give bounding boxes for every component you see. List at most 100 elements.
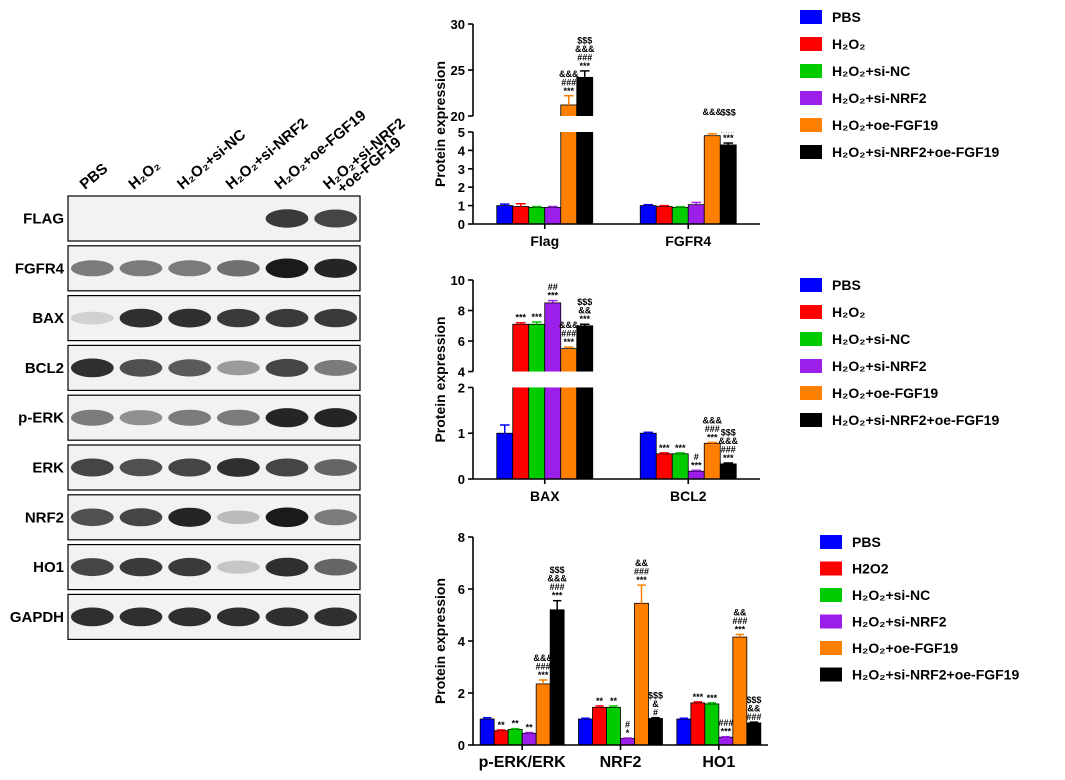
blot-band xyxy=(265,507,309,528)
bar xyxy=(676,718,692,746)
legend-label: H₂O₂+si-NC xyxy=(832,331,910,347)
blot-band xyxy=(119,607,163,627)
row-label: ERK xyxy=(32,460,64,477)
bar xyxy=(507,729,523,746)
significance-mark: ### xyxy=(550,582,565,592)
significance-mark: *** xyxy=(579,61,590,71)
bar xyxy=(639,205,657,225)
significance-mark: # xyxy=(625,719,630,729)
blot-panel xyxy=(67,245,361,292)
significance-mark: &&& xyxy=(719,436,739,446)
blot-band xyxy=(70,409,114,426)
y-tick-label: 0 xyxy=(458,738,465,753)
x-tick-label: NRF2 xyxy=(600,754,642,771)
lane-label: H₂O₂ xyxy=(125,157,163,193)
blot-band xyxy=(168,409,212,426)
legend-label: H₂O₂+oe-FGF19 xyxy=(852,640,958,656)
legend-swatch xyxy=(820,588,842,602)
lane-label: PBS xyxy=(77,160,112,193)
bar xyxy=(576,76,594,225)
significance-mark: *** xyxy=(552,591,563,601)
blot-band xyxy=(314,258,358,278)
blot-band xyxy=(168,507,212,527)
bar xyxy=(549,609,565,746)
blot-band xyxy=(119,410,163,426)
blot-panel xyxy=(67,543,361,591)
legend-label: H₂O₂+si-NRF2+oe-FGF19 xyxy=(852,667,1019,683)
blot-band xyxy=(216,458,260,477)
legend-swatch xyxy=(800,10,822,24)
bar xyxy=(512,323,530,480)
significance-mark: ### xyxy=(718,718,733,728)
blot-panel xyxy=(67,494,361,541)
significance-mark: ## xyxy=(548,282,558,292)
blot-band xyxy=(119,508,163,527)
row-label: GAPDH xyxy=(10,609,64,626)
row-label: HO1 xyxy=(33,559,64,576)
legend-label: PBS xyxy=(832,277,861,293)
bar xyxy=(639,432,657,480)
significance-mark: ** xyxy=(596,696,604,706)
y-tick-label: 4 xyxy=(458,365,466,380)
row-label: NRF2 xyxy=(25,509,64,526)
significance-mark: ** xyxy=(512,719,520,729)
bar xyxy=(687,470,705,480)
blot-band xyxy=(216,510,260,525)
y-tick-label: 6 xyxy=(458,582,465,597)
y-tick-label: 8 xyxy=(458,530,465,545)
legend-label: H₂O₂+si-NC xyxy=(832,63,910,79)
y-tick-label: 4 xyxy=(458,143,466,158)
significance-mark: & xyxy=(652,699,659,709)
legend-label: H₂O₂+si-NRF2 xyxy=(852,614,947,630)
blot-band xyxy=(168,308,212,328)
y-axis-label: Protein expression xyxy=(432,61,448,187)
row-label: FGFR4 xyxy=(15,260,65,277)
legend-label: H₂O₂+si-NRF2 xyxy=(832,358,927,374)
x-tick-label: BCL2 xyxy=(670,488,707,504)
bar xyxy=(671,453,689,480)
bar xyxy=(544,207,562,225)
blot-panel xyxy=(67,593,361,641)
legend-swatch xyxy=(800,91,822,105)
legend-swatch xyxy=(800,118,822,132)
significance-mark: *** xyxy=(538,670,549,680)
blot-band xyxy=(70,260,114,277)
significance-mark: *** xyxy=(721,727,732,737)
blot-band xyxy=(168,260,212,277)
significance-mark: $$$ xyxy=(648,691,663,701)
bar xyxy=(606,706,621,746)
bar xyxy=(655,206,673,225)
bar xyxy=(528,207,546,225)
significance-mark: && xyxy=(733,608,746,618)
blot-band xyxy=(314,408,358,428)
legend-label: H₂O₂+si-NRF2+oe-FGF19 xyxy=(832,144,999,160)
legend-label: H₂O₂ xyxy=(832,36,865,52)
bar xyxy=(704,703,720,746)
row-label: BCL2 xyxy=(25,360,64,377)
legend-label: H₂O₂+oe-FGF19 xyxy=(832,385,938,401)
blot-band xyxy=(119,359,163,377)
blot-band xyxy=(216,409,260,426)
blot-band xyxy=(314,509,358,526)
y-tick-label: 0 xyxy=(458,217,465,232)
bar xyxy=(576,325,594,480)
bar xyxy=(479,718,495,746)
legend-label: PBS xyxy=(852,534,881,550)
y-tick-label: 20 xyxy=(451,109,465,124)
significance-mark: *** xyxy=(659,443,670,453)
x-tick-label: Flag xyxy=(530,233,559,249)
y-tick-label: 10 xyxy=(451,273,465,288)
significance-mark: &&& xyxy=(547,574,567,584)
bar xyxy=(521,732,537,746)
significance-mark: &&& xyxy=(575,44,595,54)
blot-band xyxy=(119,458,163,477)
significance-mark: && xyxy=(635,558,648,568)
blot-band xyxy=(216,260,260,277)
y-tick-label: 2 xyxy=(458,380,465,395)
significance-mark: &&& xyxy=(533,653,553,663)
significance-mark: *** xyxy=(547,291,558,301)
bar xyxy=(718,736,734,746)
blot-band xyxy=(70,358,114,378)
y-tick-label: 4 xyxy=(458,634,466,649)
